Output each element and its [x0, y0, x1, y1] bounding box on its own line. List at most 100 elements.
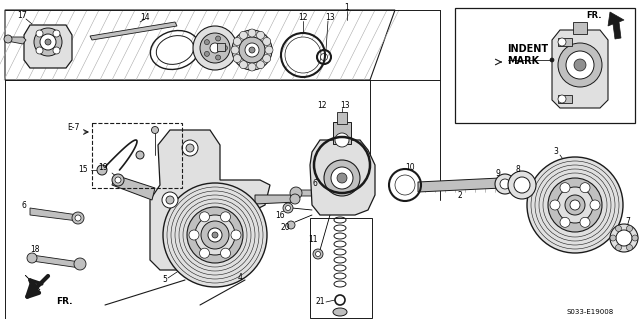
- Ellipse shape: [333, 308, 347, 316]
- Circle shape: [36, 47, 43, 54]
- Circle shape: [337, 173, 347, 183]
- Bar: [455, 8, 635, 123]
- Text: 2: 2: [458, 191, 462, 201]
- Circle shape: [263, 38, 271, 46]
- Circle shape: [257, 31, 264, 39]
- Circle shape: [239, 37, 265, 63]
- Circle shape: [204, 40, 209, 45]
- Circle shape: [263, 55, 271, 63]
- Circle shape: [570, 200, 580, 210]
- Circle shape: [195, 215, 235, 255]
- Circle shape: [136, 151, 144, 159]
- Polygon shape: [150, 130, 270, 270]
- Circle shape: [233, 38, 241, 46]
- Circle shape: [201, 221, 229, 249]
- Circle shape: [193, 26, 237, 70]
- Circle shape: [283, 203, 293, 213]
- Text: 8: 8: [516, 166, 520, 174]
- Circle shape: [335, 133, 349, 147]
- Circle shape: [610, 235, 616, 241]
- Circle shape: [210, 43, 220, 53]
- Circle shape: [112, 174, 124, 186]
- Circle shape: [616, 226, 621, 232]
- Circle shape: [72, 212, 84, 224]
- Circle shape: [221, 212, 230, 222]
- Circle shape: [53, 30, 60, 37]
- Circle shape: [566, 51, 594, 79]
- Circle shape: [500, 179, 510, 189]
- Circle shape: [495, 174, 515, 194]
- Circle shape: [245, 43, 259, 57]
- Circle shape: [558, 43, 602, 87]
- Circle shape: [580, 183, 590, 193]
- Polygon shape: [24, 25, 72, 68]
- Circle shape: [45, 39, 51, 45]
- Text: 4: 4: [237, 273, 243, 283]
- Circle shape: [189, 230, 199, 240]
- Circle shape: [627, 226, 632, 232]
- Polygon shape: [255, 195, 297, 204]
- Bar: [558, 38, 572, 46]
- Circle shape: [208, 228, 222, 242]
- Circle shape: [395, 175, 415, 195]
- Text: S033-E19008: S033-E19008: [566, 309, 614, 315]
- Circle shape: [163, 183, 267, 287]
- Text: 7: 7: [625, 218, 630, 226]
- Text: 13: 13: [325, 13, 335, 23]
- Circle shape: [290, 187, 302, 199]
- Polygon shape: [310, 140, 375, 215]
- Circle shape: [632, 235, 638, 241]
- Circle shape: [580, 217, 590, 227]
- Circle shape: [232, 30, 272, 70]
- Polygon shape: [5, 10, 395, 80]
- Circle shape: [75, 215, 81, 221]
- Circle shape: [216, 36, 221, 41]
- Circle shape: [115, 177, 121, 183]
- Text: INDENT
MARK: INDENT MARK: [507, 44, 548, 66]
- Bar: [310, 218, 372, 318]
- Text: FR.: FR.: [56, 298, 72, 307]
- Circle shape: [508, 171, 536, 199]
- Circle shape: [514, 177, 530, 193]
- Circle shape: [550, 58, 554, 62]
- Circle shape: [558, 95, 566, 103]
- Circle shape: [560, 217, 570, 227]
- Circle shape: [204, 51, 209, 56]
- Bar: [333, 122, 351, 144]
- Circle shape: [565, 195, 585, 215]
- Text: 19: 19: [99, 164, 108, 173]
- Polygon shape: [90, 22, 177, 40]
- Circle shape: [610, 224, 638, 252]
- Text: 16: 16: [275, 211, 285, 219]
- Circle shape: [166, 196, 174, 204]
- Polygon shape: [112, 175, 155, 200]
- Circle shape: [557, 187, 593, 223]
- Circle shape: [574, 59, 586, 71]
- Circle shape: [223, 46, 227, 50]
- Text: 9: 9: [495, 168, 500, 177]
- Circle shape: [550, 200, 560, 210]
- Text: 10: 10: [405, 164, 415, 173]
- Circle shape: [231, 46, 239, 54]
- Polygon shape: [608, 12, 624, 39]
- Polygon shape: [552, 30, 608, 108]
- Polygon shape: [296, 190, 333, 196]
- Circle shape: [248, 29, 256, 37]
- Text: 20: 20: [280, 224, 290, 233]
- Circle shape: [186, 144, 194, 152]
- Circle shape: [316, 251, 321, 256]
- Text: 6: 6: [312, 179, 317, 188]
- Polygon shape: [418, 178, 502, 192]
- Bar: [573, 22, 587, 34]
- Bar: [217, 43, 225, 51]
- Circle shape: [248, 63, 256, 71]
- Circle shape: [290, 194, 300, 204]
- Text: 17: 17: [17, 11, 27, 20]
- Polygon shape: [30, 208, 78, 221]
- Circle shape: [27, 253, 37, 263]
- Circle shape: [36, 30, 43, 37]
- Circle shape: [249, 47, 255, 53]
- Text: 15: 15: [78, 166, 88, 174]
- Circle shape: [4, 35, 12, 43]
- Polygon shape: [7, 37, 26, 44]
